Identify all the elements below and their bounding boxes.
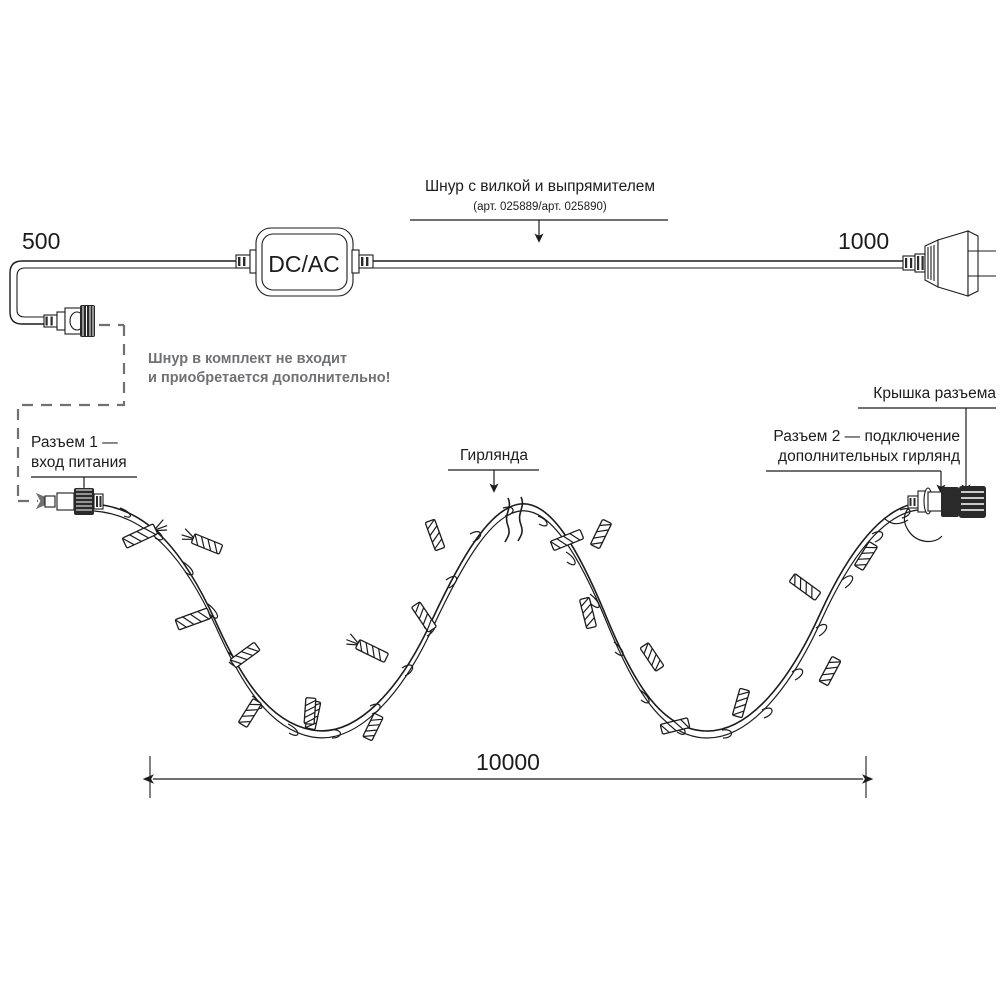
connector-cap-text: Крышка разъема: [873, 385, 996, 402]
adapter-label-text: DC/AC: [268, 251, 340, 277]
led-bulb-icon: [549, 529, 584, 551]
connector-cap-icon: [959, 486, 986, 518]
led-bulb-icon: [362, 712, 384, 742]
connector1-label-group: Разъем 1 — вход питания: [31, 434, 137, 497]
led-bulb-icon: [411, 601, 437, 633]
cord-article-text: (арт. 025889/арт. 025890): [473, 201, 607, 213]
led-bulb-icon: [181, 528, 223, 555]
power-cord-right-segment: [373, 260, 903, 269]
connector1-line-2: вход питания: [31, 454, 127, 471]
led-bulb-icon: [732, 687, 750, 719]
dc-ac-adapter-icon: DC/AC: [235, 227, 374, 297]
cord-title-text: Шнур с вилкой и выпрямителем: [425, 178, 655, 195]
garland-label-text: Гирлянда: [460, 447, 528, 464]
not-included-line-2: и приобретается дополнительно!: [148, 370, 390, 386]
connector2-line-2: дополнительных гирлянд: [778, 448, 960, 465]
dimension-1000-text: 1000: [838, 228, 889, 254]
led-bulb-icon: [303, 697, 317, 725]
led-bulb-icon: [639, 642, 665, 672]
garland-label-group: Гирлянда: [448, 447, 539, 493]
led-bulb-icon: [590, 519, 612, 549]
connector2-label-group: Разъем 2 — подключение дополнительных ги…: [766, 428, 960, 494]
female-connector-icon-input: [44, 488, 104, 515]
garland-twist-accents: [119, 506, 911, 739]
connector-cap-label-group: Крышка разъема: [858, 385, 996, 494]
led-bulb-icon: [174, 607, 212, 631]
male-connector-icon-loose: [43, 305, 95, 337]
connector2-body: [941, 487, 959, 517]
led-bulb-icon: [238, 698, 262, 728]
mains-plug-icon: [902, 230, 996, 297]
wire-break-symbol: [504, 496, 524, 543]
led-bulb-icon: [659, 717, 691, 735]
led-bulb-icon: [346, 633, 389, 663]
led-bulb-icon: [789, 573, 821, 601]
led-modules: [121, 518, 878, 742]
connector2-line-1: Разъем 2 — подключение: [773, 428, 960, 445]
led-bulb-icon: [854, 541, 878, 571]
led-bulb-icon: [424, 518, 446, 552]
power-cord-left-segment: [9, 260, 236, 325]
dimension-10000-text: 10000: [476, 749, 540, 775]
cord-not-included-note: Шнур в комплект не входит и приобретаетс…: [148, 351, 390, 386]
connector2-assembly: [883, 486, 986, 543]
not-included-line-1: Шнур в комплект не входит: [148, 351, 347, 367]
dashed-connection-path: [16, 323, 126, 510]
led-bulb-icon: [579, 596, 597, 630]
dimension-500-text: 500: [22, 228, 60, 254]
dimension-10000-group: 10000: [142, 749, 874, 798]
led-bulb-icon: [121, 519, 168, 549]
led-bulb-icon: [818, 656, 842, 686]
connector1-line-1: Разъем 1 —: [31, 434, 118, 451]
cord-label-group: Шнур с вилкой и выпрямителем (арт. 02588…: [410, 178, 668, 243]
led-bulb-icon: [229, 642, 261, 668]
led-garland: [93, 496, 919, 742]
